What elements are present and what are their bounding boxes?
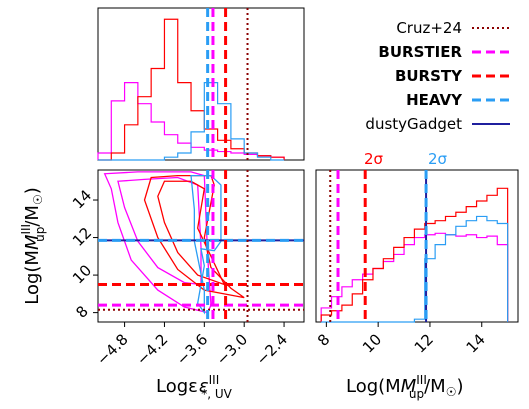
hist-heavy (321, 215, 509, 323)
x-tick-label: −3.6 (173, 330, 211, 368)
x-tick-label: 8 (314, 330, 333, 349)
x-tick-label: −4.8 (93, 330, 131, 368)
hist-heavy (98, 81, 285, 161)
right-panel-frame (315, 169, 519, 323)
sigma-label-bursty: 2σ (364, 150, 384, 168)
legend-label-burstier: BURSTIER (378, 43, 462, 61)
legend-label-cruz-24: Cruz+24 (396, 19, 462, 37)
x-tick-label: 12 (411, 330, 437, 356)
top-marginal-panel (97, 7, 305, 161)
right-xlabel-main: Log(M (346, 376, 401, 397)
joint-panel: −4.8 −4.2 −3.6 −3.0 −2.4 8 10 12 14 (69, 169, 305, 369)
x-tick-label: −4.2 (133, 330, 171, 368)
x-tick-label: −3.0 (213, 330, 251, 368)
joint-y-axis-title: Log(MMIIIup/M☉) (19, 187, 47, 305)
legend: Cruz+24 BURSTIER BURSTY HEAVY dustyGadget (365, 19, 510, 133)
svg-text:LogεεIII*, UV: LogεεIII *, UV (156, 373, 233, 401)
y-tick-label: 8 (72, 302, 91, 321)
legend-label-dustygadget: dustyGadget (365, 115, 462, 133)
hist-burstier (320, 232, 509, 322)
svg-text:Log(MMIIIup/M☉): Log(MMIIIup/M☉) (346, 373, 464, 401)
legend-label-bursty: BURSTY (395, 67, 463, 85)
joint-xlabel-main: Logε (156, 376, 198, 397)
legend-label-heavy: HEAVY (406, 91, 463, 109)
y-tick-label: 12 (69, 224, 95, 250)
x-tick-label: −2.4 (253, 330, 291, 368)
sigma-label-heavy: 2σ (428, 150, 448, 168)
right-x-axis-title: Log(MMIII up/M☉) (346, 373, 464, 401)
right-marginal-panel: 8 10 12 14 (314, 169, 519, 357)
joint-panel-frame (97, 169, 305, 323)
hist-bursty (320, 187, 509, 322)
y-tick-label: 14 (69, 186, 95, 212)
x-tick-label: 14 (463, 330, 489, 356)
joint-x-axis-title: LogεεIII *, UV (156, 373, 233, 401)
svg-text:Log(MMIIIup/M☉): Log(MMIIIup/M☉) (19, 187, 47, 305)
x-tick-label: 10 (359, 330, 385, 356)
joint-ylabel-main: Log(M (22, 250, 43, 305)
top-panel-frame (97, 7, 305, 161)
y-tick-label: 10 (69, 261, 95, 287)
